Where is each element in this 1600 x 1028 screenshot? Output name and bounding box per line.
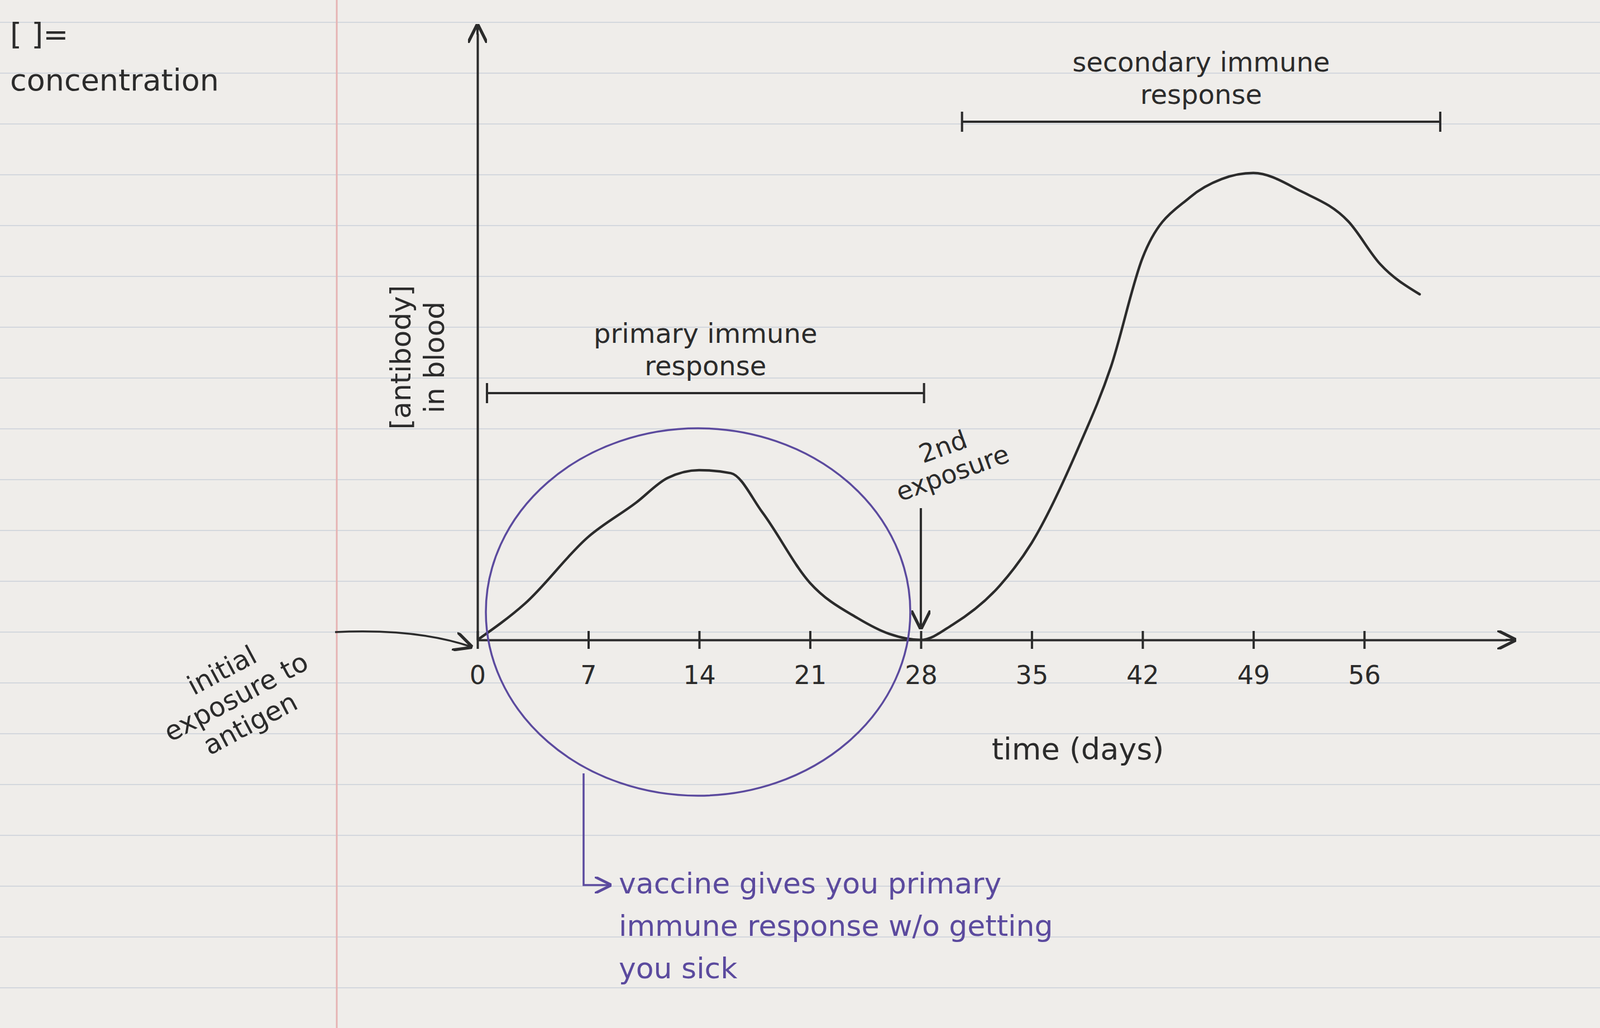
- bracket-line: [486, 383, 925, 404]
- ruled-line: [0, 580, 1600, 582]
- ruled-line: [0, 123, 1600, 125]
- y-axis-line: [476, 34, 480, 641]
- initial-exposure-label: initialexposure toantigen: [144, 619, 328, 775]
- x-axis-line: [478, 639, 1508, 642]
- x-tick-label: 28: [904, 660, 938, 691]
- key-note-line: [ ]=: [10, 16, 69, 52]
- x-tick-label: 7: [580, 660, 597, 691]
- vaccine-circle: [485, 428, 911, 796]
- x-tick: 35: [1015, 631, 1049, 691]
- y-axis: [477, 34, 479, 641]
- key-note: [ ]= concentration: [10, 16, 219, 98]
- x-tick-label: 21: [794, 660, 828, 691]
- initial-exposure-arrow: [335, 631, 471, 647]
- bracket: [486, 383, 925, 404]
- vaccine-arrow: [583, 773, 610, 886]
- ruled-line: [0, 987, 1600, 989]
- bracket-label-line: primary immune: [593, 317, 818, 350]
- vaccine-note-line: you sick: [618, 951, 738, 986]
- y-axis-title-line: [antibody]: [384, 285, 418, 431]
- ruled-line: [0, 225, 1600, 227]
- x-tick-label: 42: [1126, 660, 1160, 691]
- initial-exposure-label-line: antigen: [197, 685, 303, 762]
- bracket-label-line: secondary immune: [1072, 46, 1330, 78]
- plot-area: [477, 173, 1420, 640]
- x-tick-label: 56: [1348, 660, 1382, 691]
- vaccine-note-line: immune response w/o getting: [618, 909, 1054, 943]
- margin-line: [336, 0, 338, 1028]
- paper-ground: [0, 0, 1600, 1028]
- second-exposure-arrow: [919, 508, 923, 628]
- x-tick-mark: [1030, 631, 1034, 649]
- second-exposure-label-line: exposure: [891, 438, 1014, 508]
- bracket-label: primary immuneresponse: [593, 317, 818, 382]
- ruled-line: [0, 72, 1600, 74]
- paper: [0, 0, 1600, 1028]
- x-tick: 42: [1126, 631, 1160, 691]
- x-tick: 56: [1348, 631, 1382, 691]
- x-tick-label: 0: [469, 660, 486, 691]
- x-tick: 14: [683, 631, 716, 691]
- ruled-line: [0, 631, 1600, 633]
- response-line: [477, 173, 1420, 640]
- x-tick-mark: [587, 631, 590, 649]
- y-axis-title: [antibody]in blood: [384, 285, 451, 431]
- ruled-line: [0, 834, 1600, 837]
- x-axis: 0 7 14 21 28 35 42 49 56: [469, 631, 1508, 691]
- key-note-line: concentration: [10, 62, 219, 98]
- ruled-line: [0, 529, 1600, 532]
- second-exposure-label: 2ndexposure: [882, 412, 1014, 508]
- x-tick-label: 49: [1237, 660, 1271, 691]
- bracket-label-line: response: [644, 350, 767, 382]
- x-tick-mark: [809, 631, 812, 649]
- x-tick-mark: [698, 631, 701, 649]
- x-tick-mark: [1252, 631, 1255, 649]
- ruled-line: [0, 174, 1600, 176]
- y-axis-title-line: in blood: [418, 301, 451, 414]
- ruled-line: [0, 21, 1600, 23]
- x-tick-mark: [1141, 631, 1144, 649]
- bracket-label: secondary immuneresponse: [1072, 46, 1330, 111]
- ruled-line: [0, 275, 1600, 277]
- x-axis-title-line: time (days): [991, 731, 1165, 767]
- x-axis-title: time (days): [991, 731, 1165, 767]
- x-tick-label: 14: [683, 660, 716, 691]
- chart: 0 7 14 21 28 35 42 49 56 [antibody]in blood time (…: [0, 0, 1600, 1028]
- x-tick: 21: [794, 631, 828, 691]
- y-axis-arrow: [476, 25, 479, 35]
- ruled-line: [0, 479, 1600, 481]
- ruled-line: [0, 377, 1600, 379]
- bracket-line: [962, 111, 1441, 132]
- bracket: [962, 111, 1441, 132]
- x-axis-arrow: [1505, 638, 1515, 642]
- vaccine-note-line: vaccine gives you primary: [618, 866, 1002, 901]
- x-tick: 49: [1237, 631, 1271, 691]
- vaccine-note: vaccine gives you primary immune response…: [618, 866, 1054, 986]
- x-tick-mark: [1363, 631, 1366, 649]
- x-tick: 7: [580, 631, 597, 691]
- ruled-line: [0, 784, 1600, 786]
- bracket-label-line: response: [1140, 78, 1263, 111]
- x-tick-label: 35: [1015, 660, 1049, 691]
- ruled-line: [0, 428, 1600, 430]
